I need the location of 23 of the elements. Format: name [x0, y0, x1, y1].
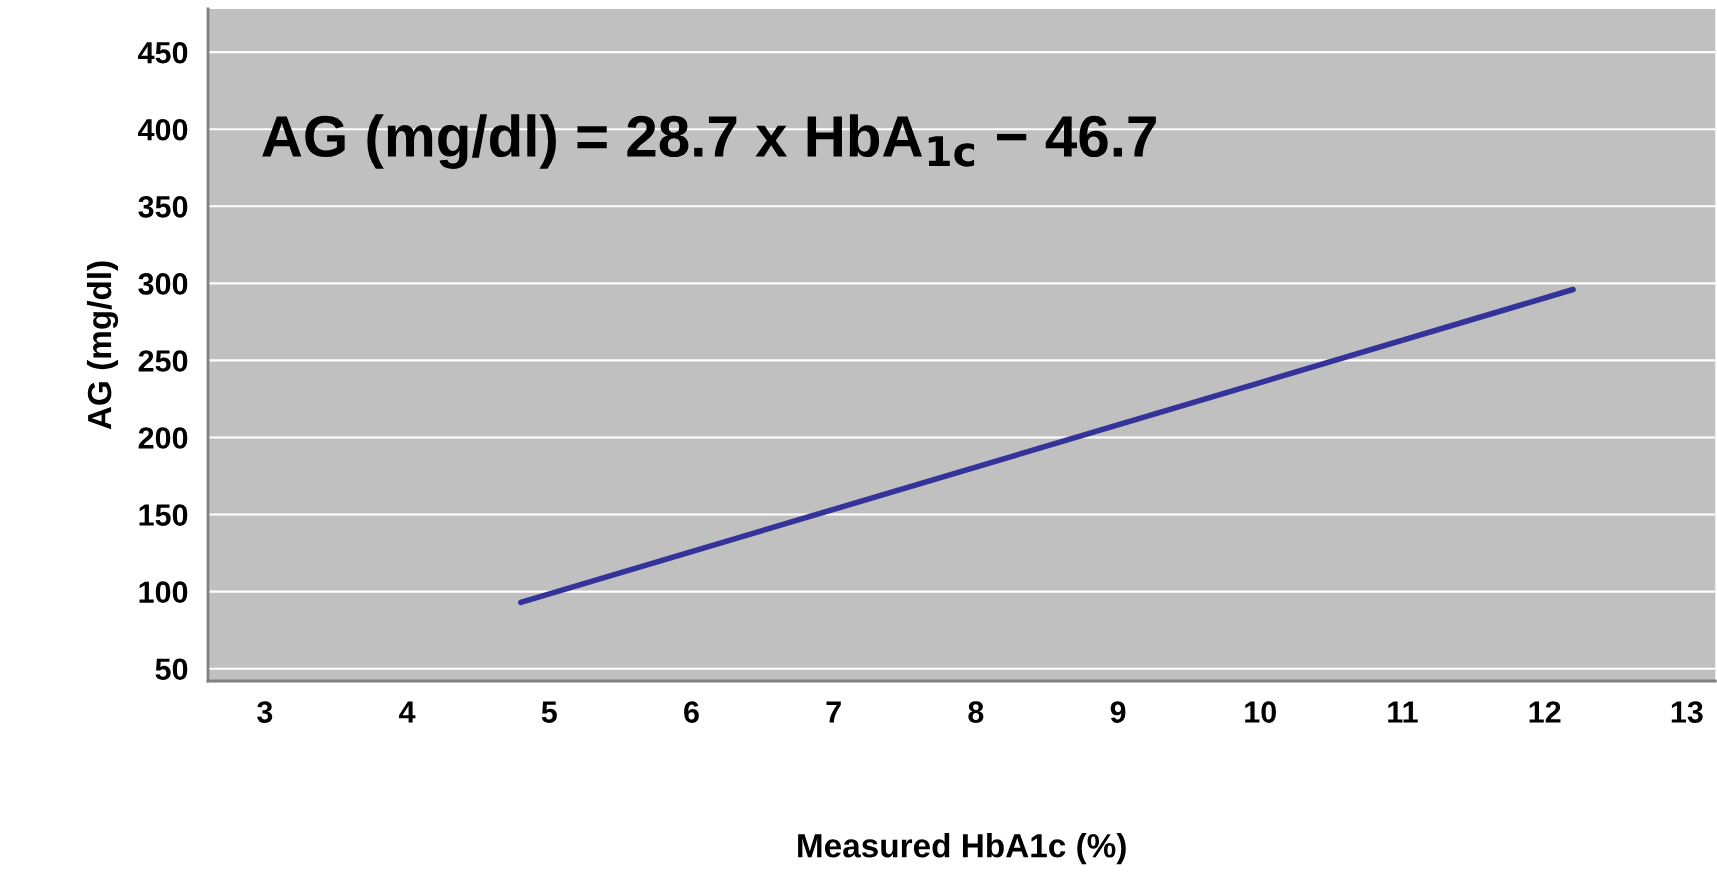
x-axis-title: Measured HbA1c (%): [798, 833, 1126, 865]
x-tick-label: 5: [541, 701, 557, 723]
y-tick-label: 200: [138, 427, 188, 449]
y-tick-label: 350: [138, 196, 188, 218]
x-tick-label: 10: [1245, 701, 1276, 723]
x-tick-label: 9: [1110, 701, 1126, 723]
y-tick-label: 250: [138, 350, 188, 372]
y-tick-label: 400: [138, 118, 188, 141]
x-tick-label: 3: [257, 701, 273, 723]
x-tick-label: 13: [1671, 701, 1703, 723]
y-tick-label: 450: [138, 41, 188, 64]
annotation: AG (mg/dl) = 28.7 x HbA$_{1c}$ − 46.7: [262, 114, 1156, 169]
y-tick-label: 100: [139, 581, 188, 603]
x-tick-label: 12: [1529, 701, 1561, 723]
x-tick-label: 6: [684, 701, 699, 723]
x-tick-label: 8: [968, 701, 984, 723]
y-tick-label: 150: [139, 504, 188, 526]
y-tick-label: 300: [138, 273, 188, 295]
y-tick-label: 50: [155, 658, 188, 681]
x-tick-label: 7: [826, 701, 841, 723]
x-tick-label: 11: [1388, 701, 1418, 723]
x-tick-label: 4: [399, 701, 416, 723]
y-axis-title: AG (mg/dl): [86, 261, 119, 430]
